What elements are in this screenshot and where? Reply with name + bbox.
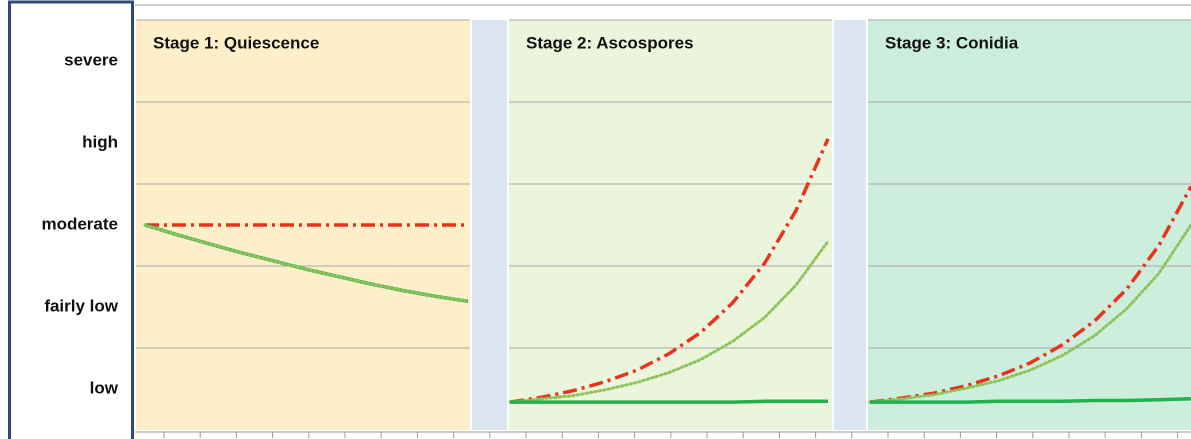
panel-background [868, 20, 1191, 430]
y-tick-label: moderate [41, 214, 118, 233]
panel-background [509, 20, 832, 430]
y-axis-box [8, 0, 134, 439]
series-line [143, 223, 470, 303]
series-line [508, 239, 830, 404]
series-line [870, 397, 1191, 404]
separator [834, 20, 866, 430]
panel-title: Stage 2: Ascospores [526, 33, 694, 52]
separator [472, 20, 507, 430]
series-line [510, 399, 828, 404]
series-line [868, 223, 1191, 404]
y-tick-label: fairly low [44, 296, 118, 315]
x-tick-marks [163, 432, 1179, 438]
y-tick-label: low [90, 378, 119, 397]
y-tick-label: severe [64, 50, 118, 69]
series-line [509, 138, 830, 404]
panel-title: Stage 3: Conidia [885, 33, 1019, 52]
y-tick-label: high [82, 132, 118, 151]
panel-title: Stage 1: Quiescence [153, 33, 319, 52]
